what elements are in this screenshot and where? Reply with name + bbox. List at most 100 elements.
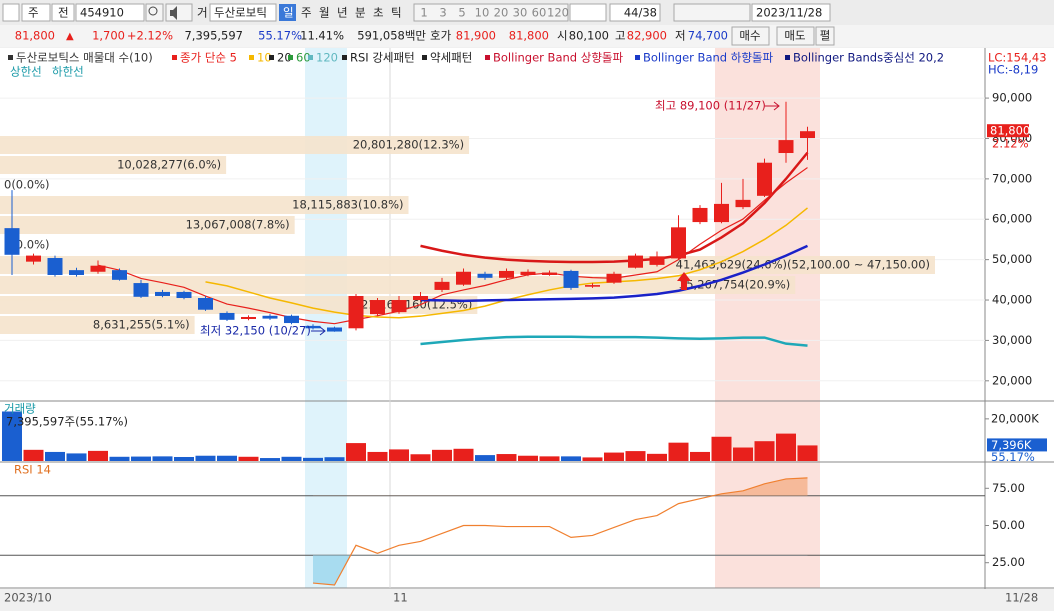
volume-profile-bar	[0, 216, 295, 234]
y-tick-label: 90,000	[992, 91, 1032, 105]
legend-swatch	[485, 55, 490, 60]
candle-body	[585, 285, 600, 287]
price-tag-label: 81,800	[990, 124, 1030, 138]
unit-select[interactable]	[569, 3, 607, 22]
candle-body	[757, 162, 772, 196]
bar-count: 44/38	[624, 6, 657, 20]
interval[interactable]: 60	[532, 6, 547, 20]
speaker-icon	[170, 6, 177, 20]
candle-body	[155, 291, 170, 296]
legend-item: 120	[316, 51, 338, 65]
candle-body	[520, 271, 536, 275]
candle-body	[391, 300, 407, 313]
volume-profile-label: 20,801,280(12.3%)	[353, 138, 464, 152]
x-label: 11	[393, 591, 408, 605]
speaker-button[interactable]	[165, 3, 193, 22]
expand-button[interactable]	[815, 26, 835, 46]
volume-bar	[2, 411, 22, 461]
volume-bar	[453, 448, 474, 461]
period[interactable]: 분	[355, 6, 366, 20]
low-zone-highlight	[305, 48, 347, 588]
volume-profile-bar	[0, 196, 409, 214]
interval[interactable]: 30	[513, 6, 528, 20]
high-price: 82,900	[627, 29, 667, 43]
expand-label: 펼	[820, 29, 831, 43]
candle-body	[4, 228, 20, 255]
period[interactable]: 초	[373, 6, 384, 20]
volume-bar	[561, 456, 581, 461]
period[interactable]: 틱	[391, 6, 402, 20]
candle-body	[671, 227, 686, 259]
scope-select[interactable]	[51, 3, 75, 22]
interval[interactable]: 20	[494, 6, 509, 20]
stock-name: 두산로보틱	[214, 6, 267, 20]
volume-ratio: 55.17%	[258, 29, 302, 43]
candle-body	[735, 199, 751, 208]
volume-bar	[195, 455, 216, 461]
scope: 전	[58, 6, 69, 20]
volume-bar	[711, 436, 732, 461]
volume-bar	[88, 450, 108, 461]
volume-bar	[690, 451, 710, 461]
period-day-selected[interactable]	[279, 4, 296, 21]
market-select[interactable]	[21, 3, 51, 22]
interval[interactable]: 3	[439, 6, 446, 20]
volume-bar	[152, 456, 173, 461]
count-box[interactable]	[609, 3, 661, 22]
legend-swatch	[249, 55, 254, 60]
period[interactable]: 년	[337, 6, 348, 20]
tool-icons[interactable]	[673, 3, 751, 22]
y-tick-label: 30,000	[992, 333, 1032, 347]
volume-profile-bar	[0, 136, 470, 154]
last-price: 81,800	[15, 29, 55, 43]
stock-name-box[interactable]	[209, 3, 277, 22]
legend-swatch	[422, 55, 427, 60]
period[interactable]: 주	[301, 6, 312, 20]
candle-body	[499, 270, 514, 278]
sell-label: 매도	[784, 29, 805, 43]
candle-body	[649, 256, 665, 265]
open-price: 80,100	[569, 29, 609, 43]
legend-lower: 하한선	[52, 65, 84, 79]
sell-button[interactable]	[776, 26, 815, 46]
volume-bar	[281, 456, 302, 461]
interval[interactable]: 120	[547, 6, 569, 20]
volume-bar	[131, 456, 151, 461]
volume-bar	[539, 456, 560, 461]
candle-body	[563, 270, 579, 288]
buy-button[interactable]	[731, 26, 770, 46]
legend-upper: 상한선	[10, 65, 42, 79]
volume-bar	[217, 455, 237, 461]
volume-profile-label: 41,463,629(24.6%)(52,100.00 ~ 47,150.00)	[676, 258, 930, 272]
volume-bar	[238, 456, 259, 461]
y-tick-label: 40,000	[992, 293, 1032, 307]
volume-profile-label: 0(0.0%)	[4, 178, 50, 192]
market-type: 주	[28, 6, 39, 20]
interval[interactable]: 10	[475, 6, 490, 20]
code-input[interactable]	[75, 3, 145, 22]
legend-item: 종가 단순 5	[180, 51, 237, 65]
legend-item: 약세패턴	[430, 51, 472, 65]
y-tick-label: 60,000	[992, 212, 1032, 226]
interval[interactable]: 5	[458, 6, 465, 20]
volume-tag-label: 7,396K	[991, 438, 1032, 452]
y-tick-label: 20,000	[992, 373, 1032, 387]
period[interactable]: 월	[319, 6, 330, 20]
legend-item: 두산로보틱스 매물대 수(10)	[16, 51, 153, 65]
ask-label: 호가	[430, 29, 452, 43]
volume-bar	[668, 442, 689, 461]
date-box[interactable]	[751, 3, 831, 22]
rsi-title: RSI 14	[14, 463, 51, 477]
menu-icon[interactable]	[2, 3, 20, 22]
legend-item: RSI 강세패턴	[350, 51, 415, 65]
interval[interactable]: 1	[420, 6, 427, 20]
volume-bar	[367, 451, 388, 461]
high-note: 최고 89,100 (11/27)	[655, 99, 766, 113]
candle-body	[628, 255, 643, 268]
candle-body	[112, 270, 127, 280]
y-tick-label: 70,000	[992, 171, 1032, 185]
rsi-line	[312, 477, 808, 586]
volume-bar	[410, 454, 431, 461]
search-button[interactable]	[145, 3, 164, 22]
indicator-line	[420, 335, 808, 347]
